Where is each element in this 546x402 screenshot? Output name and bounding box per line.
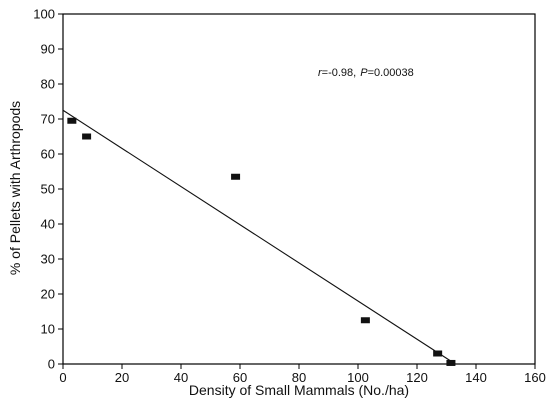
y-tick-label: 90 [41,42,55,57]
data-points [67,117,456,366]
y-tick-label: 20 [41,287,55,302]
x-tick-label: 120 [406,370,428,385]
x-tick-label: 20 [115,370,129,385]
y-tick-label: 80 [41,77,55,92]
y-tick-label: 100 [33,7,55,22]
y-tick-label: 30 [41,252,55,267]
r-value: =-0.98, [322,67,357,79]
x-tick-label: 0 [59,370,66,385]
data-point [231,173,241,180]
r-symbol: r [318,67,323,79]
y-axis-title: % of Pellets with Arthropods [7,101,23,275]
x-tick-label: 80 [292,370,306,385]
x-tick-label: 140 [465,370,487,385]
data-point [446,359,456,366]
x-axis-ticks: 0 20 40 60 80 100 120 140 160 [59,364,546,385]
p-symbol: P [360,67,368,79]
y-tick-label: 0 [48,357,55,372]
regression-line-group [62,109,456,365]
data-point [433,350,443,357]
regression-line [62,109,456,365]
data-point [67,117,77,124]
y-tick-label: 50 [41,182,55,197]
correlation-annotation: r=-0.98, P=0.00038 [318,67,414,79]
x-axis-title: Density of Small Mammals (No./ha) [189,382,409,398]
x-tick-label: 40 [174,370,188,385]
y-tick-label: 60 [41,147,55,162]
x-tick-label: 60 [233,370,247,385]
y-axis-ticks: 0 10 20 30 40 50 60 70 80 90 100 [33,7,63,372]
y-tick-label: 10 [41,322,55,337]
x-tick-label: 100 [347,370,369,385]
x-tick-label: 160 [524,370,546,385]
data-point [82,133,92,140]
y-tick-label: 70 [41,112,55,127]
p-value: =0.00038 [368,67,414,79]
y-tick-label: 40 [41,217,55,232]
plot-frame [62,13,536,365]
plot-border [62,13,536,365]
data-point [360,317,370,324]
